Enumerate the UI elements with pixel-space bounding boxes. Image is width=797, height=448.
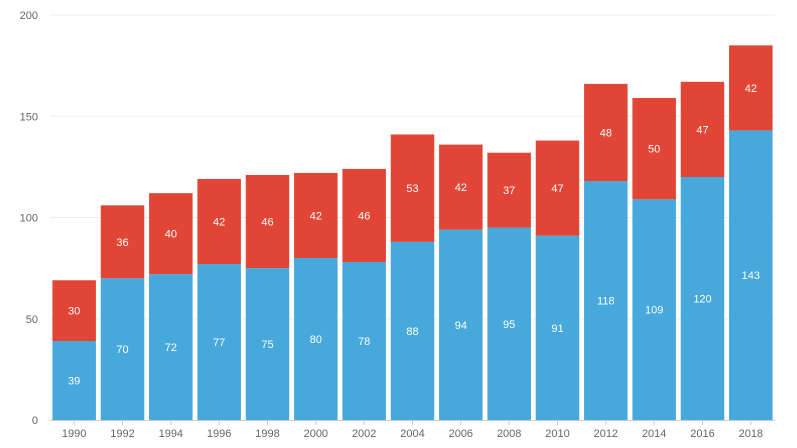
bar-2014-series-2 bbox=[632, 98, 676, 200]
x-tick-label: 2000 bbox=[304, 428, 328, 440]
y-axis-ticks: 0 50 100 150 200 bbox=[20, 10, 38, 427]
bar-2018-series-2 bbox=[729, 45, 773, 131]
data-label: 46 bbox=[358, 210, 370, 222]
bar-2000-series-2 bbox=[294, 172, 338, 258]
x-tick-label: 2004 bbox=[400, 428, 424, 440]
bar-2002-series-2 bbox=[342, 168, 386, 263]
data-label: 53 bbox=[406, 183, 418, 195]
bar-2014-series-1 bbox=[632, 199, 676, 420]
bar-2018-series-1 bbox=[729, 130, 773, 421]
bar-2008-series-1 bbox=[487, 227, 531, 420]
data-label: 88 bbox=[406, 326, 418, 338]
y-tick-label: 100 bbox=[20, 213, 38, 225]
data-label: 91 bbox=[551, 323, 563, 335]
y-tick-label: 0 bbox=[32, 415, 38, 427]
x-tick-label: 2002 bbox=[352, 428, 376, 440]
data-label: 78 bbox=[358, 336, 370, 348]
data-label: 39 bbox=[68, 376, 80, 388]
bar-2016-series-2 bbox=[680, 81, 725, 177]
data-label: 120 bbox=[693, 294, 711, 306]
x-tick-label: 2018 bbox=[739, 428, 763, 440]
bar-1998-series-1 bbox=[245, 268, 290, 420]
x-tick-label: 2016 bbox=[690, 428, 714, 440]
bar-2000-series-1 bbox=[294, 258, 338, 420]
bar-2004-series-2 bbox=[390, 134, 435, 242]
bar-2012-series-2 bbox=[584, 83, 628, 182]
bar-2006-series-1 bbox=[439, 229, 483, 420]
bar-2012-series-1 bbox=[584, 181, 628, 420]
bar-1992-series-2 bbox=[100, 205, 145, 279]
bar-1990-series-2 bbox=[52, 280, 96, 342]
data-label: 75 bbox=[261, 339, 273, 351]
x-tick-label: 2012 bbox=[594, 428, 618, 440]
bar-1992-series-1 bbox=[100, 278, 145, 420]
y-tick-label: 50 bbox=[26, 314, 38, 326]
data-label: 46 bbox=[261, 217, 273, 229]
y-tick-label: 200 bbox=[20, 10, 38, 22]
x-axis: 1990 1992 1994 1996 1998 2000 2002 2004 2006 2008… bbox=[50, 420, 775, 440]
bar-2006-series-2 bbox=[439, 144, 483, 230]
data-label: 42 bbox=[455, 182, 467, 194]
y-tick-label: 150 bbox=[20, 111, 38, 123]
x-tick-label: 1996 bbox=[207, 428, 231, 440]
data-label: 94 bbox=[455, 320, 467, 332]
data-label: 80 bbox=[310, 334, 322, 346]
data-label: 48 bbox=[600, 127, 612, 139]
data-label: 47 bbox=[551, 183, 563, 195]
x-tick-label: 1994 bbox=[159, 428, 183, 440]
data-label: 72 bbox=[165, 342, 177, 354]
bar-1990-series-1 bbox=[52, 341, 96, 420]
data-label: 37 bbox=[503, 185, 515, 197]
data-label: 50 bbox=[648, 144, 660, 156]
data-label: 109 bbox=[645, 305, 663, 317]
bar-1996-series-1 bbox=[197, 264, 241, 420]
x-tick-label: 2008 bbox=[497, 428, 521, 440]
data-label: 95 bbox=[503, 319, 515, 331]
data-label: 30 bbox=[68, 306, 80, 318]
data-labels: 39 30 70 36 72 40 77 42 75 46 80 42 78 46 88 53 94 42 95 37… bbox=[68, 83, 760, 388]
x-tick-label: 2014 bbox=[642, 428, 666, 440]
x-tick-label: 1998 bbox=[255, 428, 279, 440]
bar-1994-series-2 bbox=[149, 193, 193, 275]
x-tick-label: 1990 bbox=[62, 428, 86, 440]
bar-2004-series-1 bbox=[390, 241, 435, 420]
x-tick-label: 1992 bbox=[110, 428, 134, 440]
x-tick-label: 2010 bbox=[545, 428, 569, 440]
data-label: 42 bbox=[213, 217, 225, 229]
data-label: 70 bbox=[116, 344, 128, 356]
bar-1994-series-1 bbox=[149, 274, 193, 420]
data-label: 47 bbox=[696, 124, 708, 136]
bar-2008-series-2 bbox=[487, 152, 531, 228]
data-label: 42 bbox=[310, 210, 322, 222]
bars bbox=[52, 45, 773, 421]
x-tick-label: 2006 bbox=[449, 428, 473, 440]
data-label: 40 bbox=[165, 229, 177, 241]
bar-1998-series-2 bbox=[245, 174, 290, 269]
bar-2010-series-2 bbox=[535, 140, 580, 236]
data-label: 143 bbox=[742, 270, 760, 282]
bar-1996-series-2 bbox=[197, 179, 241, 265]
data-label: 118 bbox=[597, 296, 615, 308]
data-label: 42 bbox=[745, 83, 757, 95]
data-label: 36 bbox=[116, 237, 128, 249]
bar-2010-series-1 bbox=[535, 235, 580, 420]
bar-2016-series-1 bbox=[680, 177, 725, 420]
data-label: 77 bbox=[213, 337, 225, 349]
bar-2002-series-1 bbox=[342, 262, 386, 420]
